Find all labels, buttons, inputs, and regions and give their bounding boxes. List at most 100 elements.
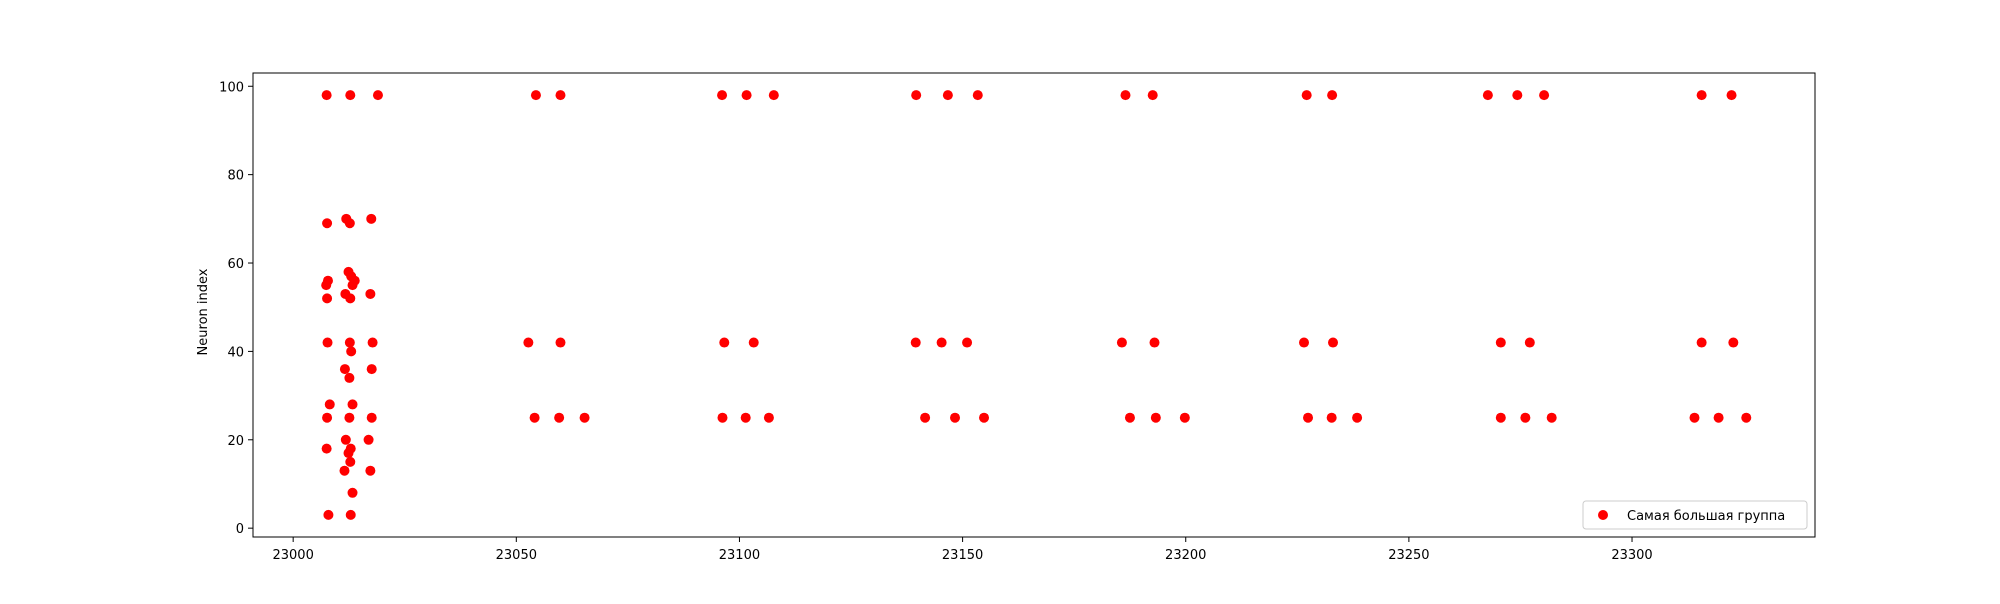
data-point bbox=[740, 412, 751, 423]
data-point bbox=[366, 213, 377, 224]
data-point bbox=[345, 90, 356, 101]
axes-layer: 23000 23050 23100 23150 23200 23250 23300 0 20 40… bbox=[219, 72, 1816, 563]
points-layer bbox=[321, 90, 1752, 520]
data-point bbox=[1546, 412, 1557, 423]
data-point bbox=[1328, 337, 1339, 348]
data-point bbox=[741, 90, 752, 101]
data-point bbox=[347, 399, 358, 410]
data-point bbox=[962, 337, 973, 348]
data-point bbox=[768, 90, 779, 101]
data-point bbox=[343, 448, 354, 459]
x-tick-label: 23300 bbox=[1611, 548, 1652, 563]
data-point bbox=[1326, 412, 1337, 423]
data-point bbox=[1116, 337, 1127, 348]
data-point bbox=[366, 412, 377, 423]
y-tick-label: 100 bbox=[219, 80, 244, 95]
y-tick-label: 60 bbox=[227, 257, 244, 272]
y-tick-label: 40 bbox=[227, 345, 244, 360]
data-point bbox=[950, 412, 961, 423]
data-point bbox=[363, 434, 374, 445]
data-point bbox=[366, 364, 377, 375]
data-point bbox=[717, 412, 728, 423]
data-point bbox=[322, 293, 333, 304]
plot-area bbox=[253, 73, 1815, 537]
data-point bbox=[345, 509, 356, 520]
x-tick-label: 23250 bbox=[1388, 548, 1429, 563]
y-tick-label: 0 bbox=[236, 522, 244, 537]
plot-frame bbox=[252, 72, 1816, 538]
data-point bbox=[345, 293, 356, 304]
legend-marker bbox=[1598, 510, 1608, 520]
x-tick-label: 23100 bbox=[719, 548, 760, 563]
data-point bbox=[1696, 90, 1707, 101]
data-point bbox=[347, 487, 358, 498]
data-point bbox=[1124, 412, 1135, 423]
data-point bbox=[1327, 90, 1338, 101]
data-point bbox=[367, 337, 378, 348]
data-point bbox=[1482, 90, 1493, 101]
data-point bbox=[1741, 412, 1752, 423]
data-point bbox=[1689, 412, 1700, 423]
data-point bbox=[1520, 412, 1531, 423]
data-point bbox=[910, 337, 921, 348]
legend-box bbox=[1582, 500, 1808, 530]
data-point bbox=[748, 337, 759, 348]
data-point bbox=[554, 412, 565, 423]
legend: Самая большая группа bbox=[1582, 500, 1808, 530]
data-point bbox=[1301, 90, 1312, 101]
data-point bbox=[1728, 337, 1739, 348]
legend-label: Самая большая группа bbox=[1627, 509, 1785, 524]
data-point bbox=[344, 372, 355, 383]
data-point bbox=[555, 90, 566, 101]
data-point bbox=[321, 280, 332, 291]
data-point bbox=[347, 280, 358, 291]
data-point bbox=[717, 90, 728, 101]
data-point bbox=[1713, 412, 1724, 423]
data-point bbox=[346, 346, 357, 357]
data-point bbox=[339, 364, 350, 375]
data-point bbox=[529, 412, 540, 423]
data-point bbox=[345, 456, 356, 467]
plot-background bbox=[253, 73, 1815, 537]
data-point bbox=[344, 337, 355, 348]
data-point bbox=[1352, 412, 1363, 423]
y-tick-label: 80 bbox=[227, 169, 244, 184]
data-point bbox=[365, 288, 376, 299]
data-point bbox=[972, 90, 983, 101]
data-point bbox=[322, 337, 333, 348]
y-tick-label: 20 bbox=[227, 434, 244, 449]
data-point bbox=[339, 465, 350, 476]
x-tick-label: 23000 bbox=[272, 548, 313, 563]
data-point bbox=[1696, 337, 1707, 348]
data-point bbox=[979, 412, 990, 423]
data-point bbox=[1539, 90, 1550, 101]
data-point bbox=[321, 443, 332, 454]
data-point bbox=[920, 412, 931, 423]
x-tick-label: 23150 bbox=[942, 548, 983, 563]
data-point bbox=[1150, 412, 1161, 423]
data-point bbox=[1120, 90, 1131, 101]
data-point bbox=[322, 412, 333, 423]
data-point bbox=[322, 218, 333, 229]
data-point bbox=[530, 90, 541, 101]
data-point bbox=[1179, 412, 1190, 423]
data-point bbox=[344, 412, 355, 423]
data-point bbox=[1495, 337, 1506, 348]
data-point bbox=[1147, 90, 1158, 101]
data-point bbox=[936, 337, 947, 348]
data-point bbox=[1495, 412, 1506, 423]
data-point bbox=[344, 218, 355, 229]
data-point bbox=[340, 434, 351, 445]
data-point bbox=[579, 412, 590, 423]
data-point bbox=[321, 90, 332, 101]
data-point bbox=[1299, 337, 1309, 348]
data-point bbox=[1303, 412, 1314, 423]
data-point bbox=[324, 399, 335, 410]
data-point bbox=[523, 337, 534, 348]
x-tick-label: 23200 bbox=[1165, 548, 1206, 563]
data-point bbox=[942, 90, 953, 101]
data-point bbox=[1524, 337, 1535, 348]
x-tick-label: 23050 bbox=[496, 548, 537, 563]
